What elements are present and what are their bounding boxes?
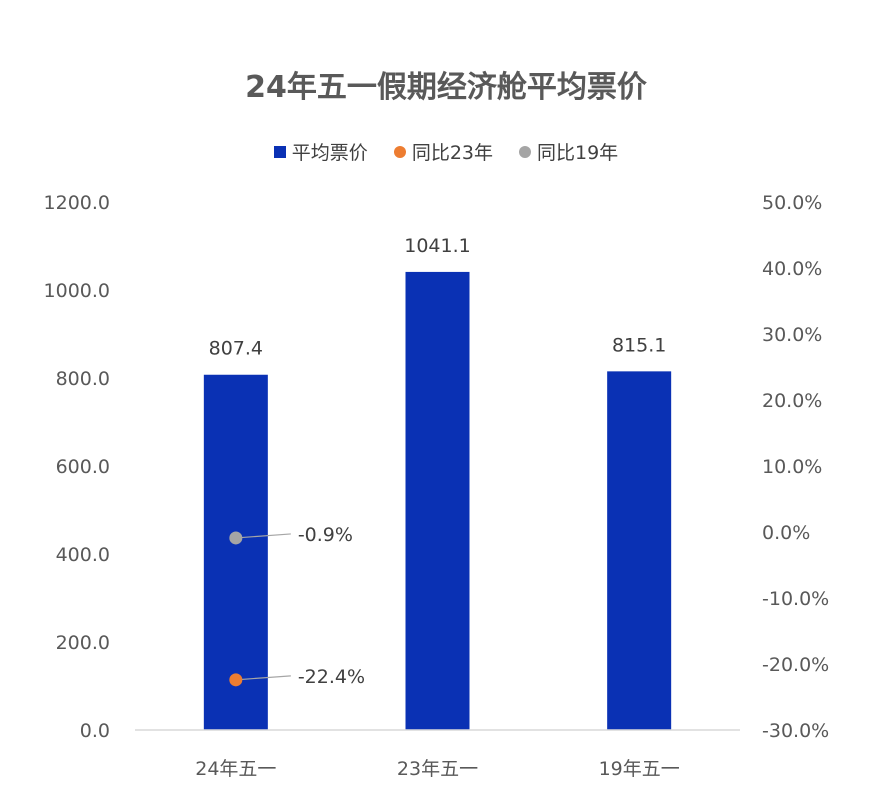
y-right-tick-label: -20.0% — [762, 654, 829, 676]
legend-swatch-yoy-19 — [519, 145, 531, 158]
bar — [607, 371, 672, 730]
y-right-tick-label: 0.0% — [762, 522, 810, 544]
bar-data-label: 807.4 — [209, 338, 263, 360]
chart-title: 24年五一假期经济舱平均票价 — [245, 70, 647, 105]
y-left-tick-label: 200.0 — [56, 632, 110, 654]
legend-label-yoy-23: 同比23年 — [411, 142, 493, 164]
y-right-tick-label: 30.0% — [762, 324, 822, 346]
y-right-tick-label: 10.0% — [762, 456, 822, 478]
legend-item-yoy-23: 同比23年 — [393, 138, 493, 165]
y-right-tick-label: -30.0% — [762, 720, 829, 742]
legend-label-avg-fare: 平均票价 — [291, 142, 368, 164]
leader-line — [235, 533, 291, 539]
y-right-tick-label: -10.0% — [762, 588, 829, 610]
y-right-tick-label: 40.0% — [762, 258, 822, 280]
y-left-tick-label: 1200.0 — [44, 192, 110, 214]
y-right-tick-label: 20.0% — [762, 390, 822, 412]
bar — [203, 374, 268, 730]
legend-item-yoy-19: 同比19年 — [519, 138, 618, 165]
bar — [405, 271, 470, 730]
legend-swatch-yoy-23 — [393, 145, 406, 158]
bar-data-label: 1041.1 — [404, 235, 470, 257]
y-right-tick-label: 50.0% — [762, 192, 822, 214]
leader-line — [235, 675, 291, 681]
legend: 平均票价 同比23年 同比19年 — [0, 138, 892, 165]
x-tick-label: 23年五一 — [397, 758, 478, 780]
y-left-tick-label: 800.0 — [56, 368, 110, 390]
point-data-label: -22.4% — [298, 666, 365, 688]
y-left-tick-label: 400.0 — [56, 544, 110, 566]
y-left-tick-label: 600.0 — [56, 456, 110, 478]
legend-swatch-avg-fare — [273, 145, 286, 158]
point-marker — [229, 531, 243, 545]
legend-item-avg-fare: 平均票价 — [273, 138, 368, 165]
point-marker — [229, 673, 243, 687]
x-tick-label: 19年五一 — [599, 758, 680, 780]
point-data-label: -0.9% — [298, 524, 353, 546]
legend-label-yoy-19: 同比19年 — [537, 142, 619, 164]
y-left-tick-label: 1000.0 — [44, 280, 110, 302]
x-tick-label: 24年五一 — [195, 758, 276, 780]
y-left-tick-label: 0.0 — [80, 720, 110, 742]
bar-data-label: 815.1 — [612, 334, 666, 356]
